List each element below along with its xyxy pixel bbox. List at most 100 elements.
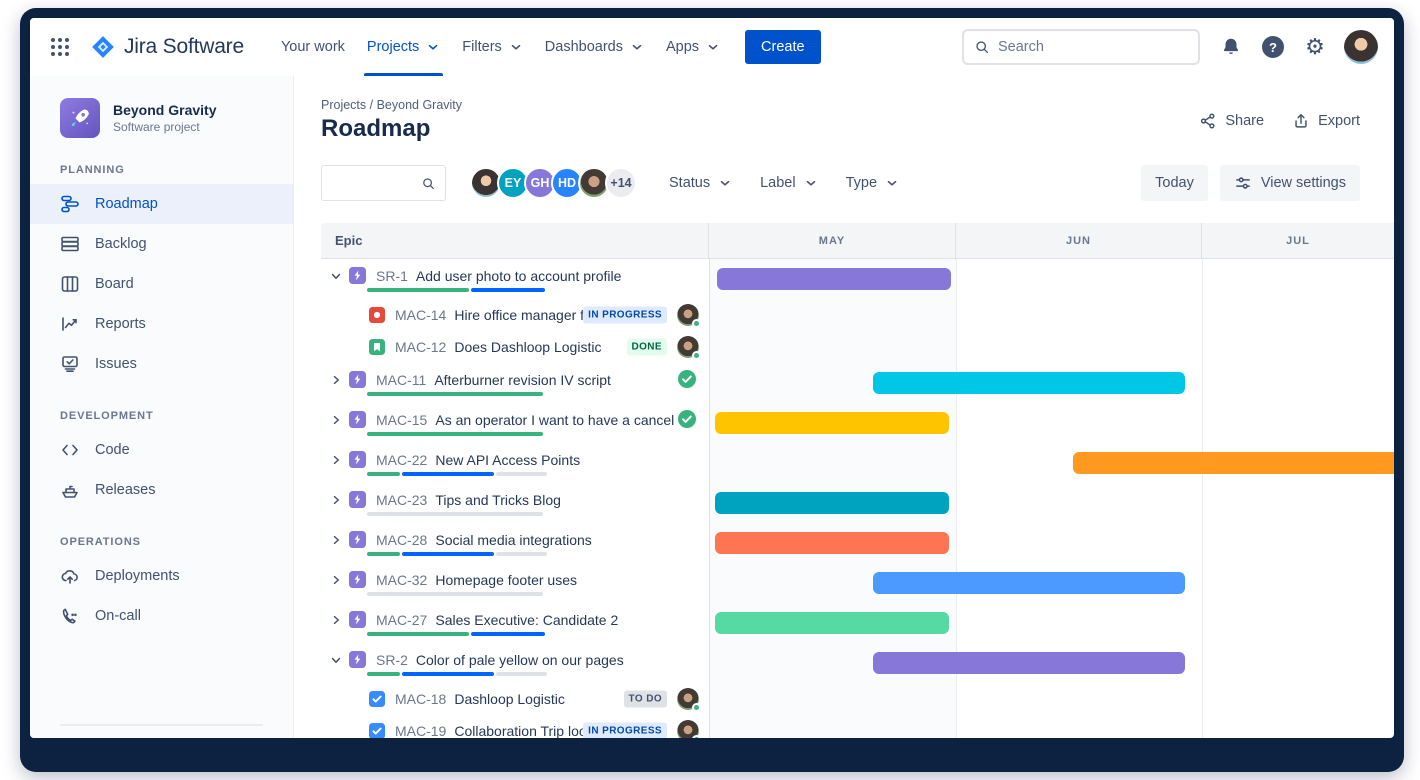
epic-cell-mac-28[interactable]: MAC-28 Social media integrations xyxy=(321,523,709,563)
sidebar-item-code[interactable]: Code xyxy=(30,430,293,470)
issue-cell-mac-14[interactable]: MAC-14 Hire office manager for IN PROGRE… xyxy=(321,299,709,331)
help-button[interactable]: ? xyxy=(1260,34,1286,60)
gantt-bar-sr-2[interactable] xyxy=(873,652,1185,674)
chevron-right-icon[interactable] xyxy=(330,374,342,386)
assignee-avatar[interactable] xyxy=(677,688,701,712)
chevron-right-icon[interactable] xyxy=(330,454,342,466)
sidebar-resize-divider[interactable] xyxy=(60,724,263,726)
sidebar-item-reports[interactable]: Reports xyxy=(30,304,293,344)
filter-label[interactable]: Label xyxy=(760,175,817,191)
top-navbar: Jira Software Your work Projects Filters Da… xyxy=(30,18,1394,76)
gantt-bar-mac-15[interactable] xyxy=(715,412,949,434)
export-button[interactable]: Export xyxy=(1292,112,1360,130)
epic-cell-mac-23[interactable]: MAC-23 Tips and Tricks Blog xyxy=(321,483,709,523)
global-search[interactable] xyxy=(962,29,1200,65)
sidebar-item-on-call[interactable]: On-call xyxy=(30,596,293,636)
sidebar-item-issues[interactable]: Issues xyxy=(30,344,293,384)
epic-progress-bar xyxy=(367,288,545,292)
settings-button[interactable]: ⚙ xyxy=(1302,34,1328,60)
pane-divider[interactable] xyxy=(709,259,710,738)
nav-item-your-work[interactable]: Your work xyxy=(270,18,356,76)
issue-cell-mac-19[interactable]: MAC-19 Collaboration Trip loop IN PROGRE… xyxy=(321,715,709,738)
assignee-avatar[interactable] xyxy=(677,720,701,738)
filter-type[interactable]: Type xyxy=(846,175,899,191)
month-header-may: MAY xyxy=(818,234,846,247)
sidebar-item-label: Backlog xyxy=(95,236,147,252)
roadmap-grid: Epic MAY JUN JUL SR-1 Add user photo to ac… xyxy=(321,223,1394,738)
filter-status[interactable]: Status xyxy=(669,175,732,191)
nav-item-projects[interactable]: Projects xyxy=(356,18,451,76)
gantt-bar-mac-22[interactable] xyxy=(1073,452,1394,474)
chevron-right-icon[interactable] xyxy=(330,414,342,426)
nav-item-filters[interactable]: Filters xyxy=(451,18,533,76)
gantt-bar-mac-28[interactable] xyxy=(715,532,949,554)
filter-label: Label xyxy=(760,175,796,191)
roadmap-search[interactable] xyxy=(321,165,446,201)
gantt-bar-mac-23[interactable] xyxy=(715,492,949,514)
sidebar-item-backlog[interactable]: Backlog xyxy=(30,224,293,264)
epic-cell-mac-22[interactable]: MAC-22 New API Access Points xyxy=(321,443,709,483)
epic-icon xyxy=(349,371,366,388)
sidebar-item-releases[interactable]: Releases xyxy=(30,470,293,510)
sidebar-item-board[interactable]: Board xyxy=(30,264,293,304)
chevron-right-icon[interactable] xyxy=(330,614,342,626)
issue-cell-mac-18[interactable]: MAC-18 Dashloop Logistic TO DO xyxy=(321,683,709,715)
timeline-cell xyxy=(709,403,1394,443)
check-circle-icon xyxy=(677,369,697,389)
avatar-hd[interactable]: HD xyxy=(551,167,583,199)
nav-item-label: Filters xyxy=(462,39,502,55)
timeline-cell xyxy=(709,715,1394,738)
chevron-right-icon[interactable] xyxy=(330,494,342,506)
sidebar-item-label: Issues xyxy=(95,356,137,372)
issue-summary: Add user photo to account profile xyxy=(415,267,622,284)
epic-cell-mac-32[interactable]: MAC-32 Homepage footer uses xyxy=(321,563,709,603)
roadmap-row-sr-2: SR-2 Color of pale yellow on our pages xyxy=(321,643,1394,683)
project-avatar xyxy=(60,98,100,138)
nav-item-dashboards[interactable]: Dashboards xyxy=(534,18,655,76)
sidebar-item-roadmap[interactable]: Roadmap xyxy=(30,184,293,224)
chevron-right-icon[interactable] xyxy=(330,534,342,546)
avatar-ey[interactable]: EY xyxy=(497,167,529,199)
sidebar-item-deployments[interactable]: Deployments xyxy=(30,556,293,596)
deployments-icon xyxy=(60,566,80,586)
user-avatar[interactable] xyxy=(1344,30,1378,64)
epic-cell-mac-15[interactable]: MAC-15 As an operator I want to have a c… xyxy=(321,403,709,443)
gantt-bar-mac-11[interactable] xyxy=(873,372,1185,394)
app-switcher-button[interactable] xyxy=(44,31,76,63)
task-icon xyxy=(369,690,385,708)
issue-key: MAC-27 xyxy=(376,611,428,628)
issue-summary: Social media integrations xyxy=(435,531,592,548)
notifications-button[interactable] xyxy=(1218,34,1244,60)
epic-cell-sr-2[interactable]: SR-2 Color of pale yellow on our pages xyxy=(321,643,709,683)
epic-cell-sr-1[interactable]: SR-1 Add user photo to account profile xyxy=(321,259,709,299)
sidebar-section-planning: PLANNING xyxy=(60,164,125,176)
chevron-right-icon[interactable] xyxy=(330,574,342,586)
global-search-input[interactable] xyxy=(997,39,1188,55)
status-badge: IN PROGRESS xyxy=(583,306,667,324)
jira-logo[interactable]: Jira Software xyxy=(84,30,250,64)
issue-summary: Collaboration Trip loop xyxy=(454,723,595,738)
nav-item-apps[interactable]: Apps xyxy=(655,18,731,76)
chevron-down-icon[interactable] xyxy=(330,270,342,282)
gantt-bar-sr-1[interactable] xyxy=(717,268,951,290)
view-settings-button[interactable]: View settings xyxy=(1219,165,1360,201)
avatar-overflow-count[interactable]: +14 xyxy=(605,167,637,199)
roadmap-row-mac-12: MAC-12 Does Dashloop Logistic DONE xyxy=(321,331,1394,363)
breadcrumb[interactable]: Projects / Beyond Gravity xyxy=(321,98,463,112)
chevron-down-icon xyxy=(632,44,642,50)
assignee-avatar[interactable] xyxy=(677,304,701,328)
project-header[interactable]: Beyond Gravity Software project xyxy=(30,98,293,138)
create-button[interactable]: Create xyxy=(745,30,821,64)
assignee-avatar[interactable] xyxy=(677,336,701,360)
issue-cell-mac-12[interactable]: MAC-12 Does Dashloop Logistic DONE xyxy=(321,331,709,363)
epic-cell-mac-27[interactable]: MAC-27 Sales Executive: Candidate 2 xyxy=(321,603,709,643)
share-button[interactable]: Share xyxy=(1199,112,1264,130)
roadmap-search-input[interactable] xyxy=(331,174,422,192)
epic-cell-mac-11[interactable]: MAC-11 Afterburner revision IV script xyxy=(321,363,709,403)
gantt-bar-mac-32[interactable] xyxy=(873,572,1185,594)
epic-icon xyxy=(349,267,366,284)
gantt-bar-mac-27[interactable] xyxy=(715,612,949,634)
chevron-down-icon[interactable] xyxy=(330,654,342,666)
timeline-cell xyxy=(709,683,1394,715)
today-button[interactable]: Today xyxy=(1141,165,1208,201)
